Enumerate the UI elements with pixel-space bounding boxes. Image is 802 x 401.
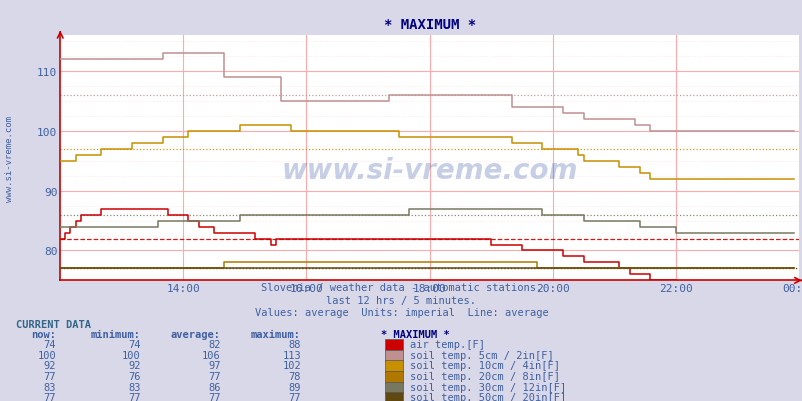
Text: soil temp. 10cm / 4in[F]: soil temp. 10cm / 4in[F] [409,360,559,371]
Text: 100: 100 [38,350,56,360]
Text: 113: 113 [282,350,301,360]
Text: 106: 106 [202,350,221,360]
Text: 82: 82 [208,339,221,349]
Text: 102: 102 [282,360,301,371]
Text: 77: 77 [208,371,221,381]
Text: maximum:: maximum: [251,329,301,339]
Text: air temp.[F]: air temp.[F] [409,339,484,349]
Text: 92: 92 [128,360,140,371]
Text: minimum:: minimum: [91,329,140,339]
Text: 74: 74 [43,339,56,349]
Text: 97: 97 [208,360,221,371]
Text: 88: 88 [288,339,301,349]
Text: soil temp. 20cm / 8in[F]: soil temp. 20cm / 8in[F] [409,371,559,381]
Text: 100: 100 [122,350,140,360]
Text: 78: 78 [288,371,301,381]
Text: 89: 89 [288,382,301,392]
Text: soil temp. 5cm / 2in[F]: soil temp. 5cm / 2in[F] [409,350,553,360]
Text: 77: 77 [128,392,140,401]
Text: 77: 77 [43,392,56,401]
Text: 77: 77 [43,371,56,381]
Text: 83: 83 [43,382,56,392]
Text: 86: 86 [208,382,221,392]
Text: 77: 77 [288,392,301,401]
Text: soil temp. 30cm / 12in[F]: soil temp. 30cm / 12in[F] [409,382,565,392]
Text: CURRENT DATA: CURRENT DATA [16,319,91,329]
Text: average:: average: [171,329,221,339]
Text: 83: 83 [128,382,140,392]
Text: 77: 77 [208,392,221,401]
Text: Values: average  Units: imperial  Line: average: Values: average Units: imperial Line: av… [254,307,548,317]
Text: Slovenia / weather data - automatic stations.: Slovenia / weather data - automatic stat… [261,283,541,293]
Text: www.si-vreme.com: www.si-vreme.com [5,115,14,201]
Text: last 12 hrs / 5 minutes.: last 12 hrs / 5 minutes. [326,295,476,305]
Title: * MAXIMUM *: * MAXIMUM * [383,18,475,32]
Text: 76: 76 [128,371,140,381]
Text: www.si-vreme.com: www.si-vreme.com [281,157,577,184]
Text: soil temp. 50cm / 20in[F]: soil temp. 50cm / 20in[F] [409,392,565,401]
Text: 74: 74 [128,339,140,349]
Text: 92: 92 [43,360,56,371]
Text: now:: now: [31,329,56,339]
Text: * MAXIMUM *: * MAXIMUM * [381,329,450,339]
